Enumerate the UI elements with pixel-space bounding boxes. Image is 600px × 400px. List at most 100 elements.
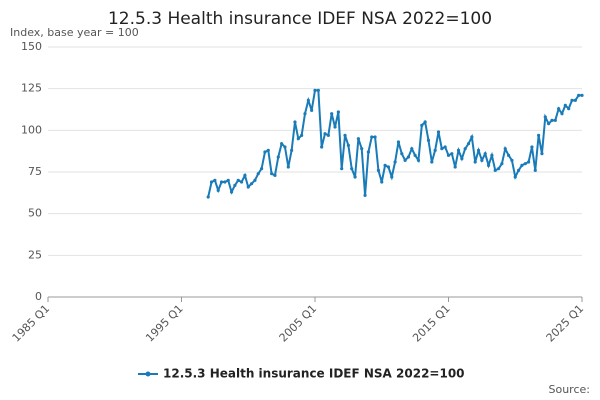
point [570, 98, 574, 102]
point [326, 133, 330, 137]
point [373, 135, 377, 139]
point [260, 167, 264, 171]
point [433, 148, 437, 152]
point [537, 133, 541, 137]
point [336, 110, 340, 114]
point [266, 148, 270, 152]
point [396, 140, 401, 144]
point [557, 107, 561, 111]
subtitle: Index, base year = 100 [10, 26, 139, 39]
point [249, 182, 254, 186]
point [573, 98, 577, 102]
point [513, 175, 517, 179]
point [516, 168, 521, 172]
point [343, 133, 347, 137]
point [523, 162, 527, 166]
point [436, 130, 441, 134]
point [460, 157, 464, 161]
point [473, 160, 477, 164]
point [577, 93, 581, 97]
y-tick-label: 0 [35, 290, 42, 303]
point [300, 133, 304, 137]
point [393, 160, 397, 164]
point [346, 143, 350, 147]
point [330, 112, 334, 116]
point [423, 120, 427, 124]
point [383, 163, 387, 167]
point [456, 148, 461, 152]
point [216, 188, 220, 192]
point [476, 148, 481, 152]
y-tick-label: 100 [21, 123, 42, 136]
y-tick-label: 50 [28, 207, 42, 220]
point [440, 147, 444, 151]
legend-label: 12.5.3 Health insurance IDEF NSA 2022=10… [163, 367, 465, 381]
y-tick-label: 25 [28, 248, 42, 261]
point [560, 112, 564, 116]
point [226, 178, 230, 182]
point [246, 185, 250, 189]
point [463, 147, 467, 151]
point [206, 195, 210, 199]
point [323, 132, 327, 136]
point [286, 165, 290, 169]
point [480, 158, 484, 162]
point [276, 155, 280, 159]
point [443, 145, 447, 149]
x-tick-label: 2025 Q1 [544, 302, 587, 345]
point [520, 163, 524, 167]
point [510, 158, 514, 162]
point [293, 120, 297, 124]
line [207, 89, 582, 198]
point [229, 190, 234, 194]
x-tick-label: 1985 Q1 [10, 302, 53, 345]
point [530, 145, 534, 149]
point [506, 153, 511, 157]
x-tick-label: 2005 Q1 [277, 302, 320, 345]
point [543, 115, 547, 119]
point [350, 167, 354, 171]
point [483, 152, 487, 156]
point [403, 158, 407, 162]
point [306, 98, 310, 102]
point [453, 165, 457, 169]
y-tick-label: 125 [21, 82, 42, 95]
point [533, 168, 537, 172]
point [239, 180, 244, 184]
y-tick-label: 150 [21, 40, 42, 53]
point [416, 158, 421, 162]
point [390, 175, 394, 179]
point [420, 123, 424, 127]
point [450, 152, 454, 156]
point [490, 153, 494, 157]
point [283, 145, 287, 149]
point [376, 168, 381, 172]
point [493, 168, 497, 172]
point [410, 147, 414, 151]
point [527, 160, 531, 164]
point [446, 153, 451, 157]
point [400, 152, 404, 156]
y-tick-label: 75 [28, 165, 42, 178]
point [273, 173, 277, 177]
legend-marker [145, 371, 151, 377]
point [540, 152, 544, 156]
point [243, 173, 247, 177]
point [353, 175, 357, 179]
point [360, 147, 364, 151]
point [486, 163, 491, 167]
point [553, 118, 557, 122]
point [550, 118, 554, 122]
point [406, 155, 411, 159]
source: Source: [549, 383, 591, 396]
point [219, 180, 224, 184]
point [223, 180, 227, 184]
point [567, 107, 571, 111]
point [303, 112, 307, 116]
point [563, 103, 567, 107]
point [253, 178, 257, 182]
point [363, 193, 367, 197]
point [466, 142, 471, 146]
point [263, 150, 267, 154]
point [547, 122, 551, 126]
